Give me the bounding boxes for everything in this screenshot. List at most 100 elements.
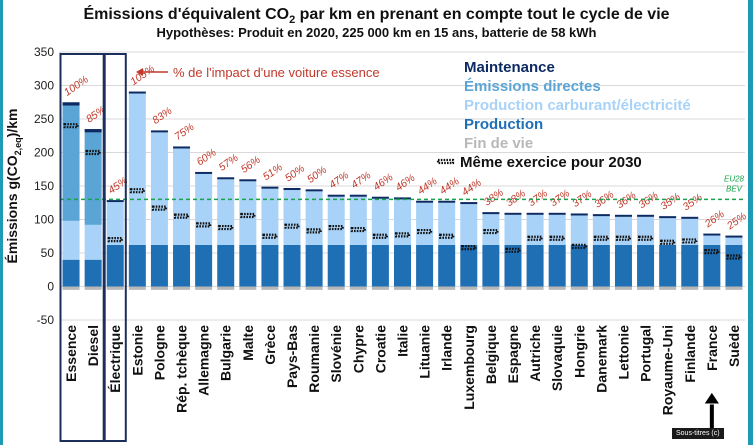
y-tick-label: 100 bbox=[34, 213, 54, 227]
bar-segment-carburant bbox=[637, 216, 655, 245]
cursor-arrow-head bbox=[702, 391, 721, 405]
marker-2030 bbox=[549, 235, 565, 241]
bar-segment-maintenance bbox=[327, 194, 345, 197]
bar-segment-carburant bbox=[327, 196, 345, 245]
category-label: Croatie bbox=[372, 325, 388, 373]
marker-2030 bbox=[637, 235, 654, 241]
annotation-text: % de l'impact d'une voiture essence bbox=[173, 65, 380, 80]
legend-item: Production carburant/électricité bbox=[464, 97, 691, 114]
category-label: Électrique bbox=[107, 325, 123, 393]
bar-segment-carburant bbox=[504, 214, 522, 245]
category-label: Rép. tchèque bbox=[174, 325, 190, 413]
bar-segment-maintenance bbox=[637, 214, 655, 217]
bar-segment-maintenance bbox=[173, 146, 191, 149]
marker-2030 bbox=[218, 224, 234, 231]
category-label: Belgique bbox=[483, 325, 499, 384]
marker-2030 bbox=[63, 123, 79, 129]
bar-segment-production bbox=[106, 244, 124, 287]
y-tick-label: 0 bbox=[47, 280, 54, 294]
bar-segment-fin_de_vie bbox=[703, 286, 721, 290]
bar-segment-fin_de_vie bbox=[128, 286, 146, 290]
marker-2030 bbox=[85, 149, 101, 156]
y-tick-label: 300 bbox=[34, 79, 54, 93]
marker-2030 bbox=[505, 247, 521, 253]
bar-segment-fin_de_vie bbox=[305, 286, 323, 290]
bar-segment-production bbox=[637, 244, 655, 287]
category-label: Luxembourg bbox=[461, 325, 477, 410]
y-tick-label: 350 bbox=[34, 45, 54, 59]
bar-segment-maintenance bbox=[482, 212, 500, 215]
bar-segment-production bbox=[614, 244, 632, 287]
bar-segment-directes bbox=[62, 105, 80, 221]
bar-segment-carburant bbox=[106, 202, 124, 245]
bar-segment-fin_de_vie bbox=[150, 286, 168, 290]
bar-segment-carburant bbox=[460, 204, 478, 245]
legend-marker-2030 bbox=[436, 158, 455, 165]
y-tick-label: 250 bbox=[34, 112, 54, 126]
bar-segment-carburant bbox=[62, 220, 80, 260]
bar-segment-production bbox=[261, 244, 279, 287]
bar-segment-production bbox=[548, 244, 566, 287]
y-tick-label: 200 bbox=[34, 146, 54, 160]
group-box-electric bbox=[103, 53, 127, 442]
bar-segment-maintenance bbox=[84, 129, 102, 133]
bar-segment-maintenance bbox=[128, 91, 146, 94]
marker-2030 bbox=[439, 233, 455, 239]
bar-segment-fin_de_vie bbox=[725, 286, 743, 290]
cursor-arrow-shaft bbox=[709, 402, 714, 430]
bar-segment-maintenance bbox=[217, 177, 235, 180]
marker-2030 bbox=[107, 237, 123, 243]
bar-segment-carburant bbox=[570, 215, 588, 245]
title-text-b: par km en prenant en compte tout le cycl… bbox=[295, 6, 670, 23]
bar-segment-production bbox=[659, 244, 677, 287]
category-label: Diesel bbox=[85, 325, 101, 366]
y-tick-label: 50 bbox=[41, 246, 55, 260]
bar-segment-maintenance bbox=[526, 212, 544, 215]
marker-2030 bbox=[483, 228, 499, 235]
bar-segment-maintenance bbox=[570, 213, 588, 216]
bar-segment-maintenance bbox=[548, 212, 566, 215]
bar-segment-maintenance bbox=[592, 214, 610, 217]
subtitles-caption[interactable]: Sous-titres (c) bbox=[672, 428, 724, 439]
bar-segment-carburant bbox=[261, 188, 279, 245]
bar-segment-carburant bbox=[703, 235, 721, 245]
marker-2030 bbox=[726, 254, 742, 260]
category-label: Roumanie bbox=[306, 325, 322, 393]
bar-segment-fin_de_vie bbox=[327, 286, 345, 290]
bar-segment-fin_de_vie bbox=[84, 286, 102, 290]
bar-segment-carburant bbox=[681, 218, 699, 245]
bar-segment-carburant bbox=[725, 237, 743, 245]
bar-segment-fin_de_vie bbox=[261, 286, 279, 290]
bar-segment-fin_de_vie bbox=[195, 286, 213, 290]
chart-subtitle: Hypothèses: Produit en 2020, 225 000 km … bbox=[156, 25, 597, 40]
marker-2030 bbox=[129, 188, 145, 194]
bar-segment-maintenance bbox=[460, 202, 478, 205]
category-label: Espagne bbox=[505, 325, 521, 384]
bar-segment-maintenance bbox=[62, 102, 80, 106]
title-subscript: 2 bbox=[289, 14, 296, 27]
marker-2030 bbox=[196, 222, 212, 228]
bar-segment-fin_de_vie bbox=[526, 286, 544, 290]
bar-segment-fin_de_vie bbox=[283, 286, 301, 290]
marker-2030 bbox=[240, 212, 256, 219]
category-label: Lituanie bbox=[417, 325, 433, 379]
marker-2030 bbox=[682, 238, 698, 244]
category-label: Slovénie bbox=[328, 325, 344, 383]
bar-segment-production bbox=[327, 244, 345, 287]
frame-border-right bbox=[748, 0, 753, 445]
category-label: Grèce bbox=[262, 325, 278, 365]
marker-2030 bbox=[527, 235, 543, 241]
marker-2030 bbox=[394, 232, 411, 238]
bar-segment-carburant bbox=[394, 199, 411, 245]
bar-segment-carburant bbox=[195, 173, 213, 245]
bar-segment-maintenance bbox=[681, 216, 699, 219]
bar-segment-maintenance bbox=[394, 197, 411, 200]
category-label: Irlande bbox=[439, 325, 455, 371]
bar-segment-production bbox=[173, 244, 191, 287]
y-tick-label: 150 bbox=[34, 179, 54, 193]
bar-segment-production bbox=[526, 244, 544, 287]
title-text-a: Émissions d'équivalent CO bbox=[83, 6, 290, 23]
category-label: Chypre bbox=[350, 325, 366, 373]
marker-2030 bbox=[328, 224, 344, 231]
marker-2030 bbox=[416, 228, 433, 235]
